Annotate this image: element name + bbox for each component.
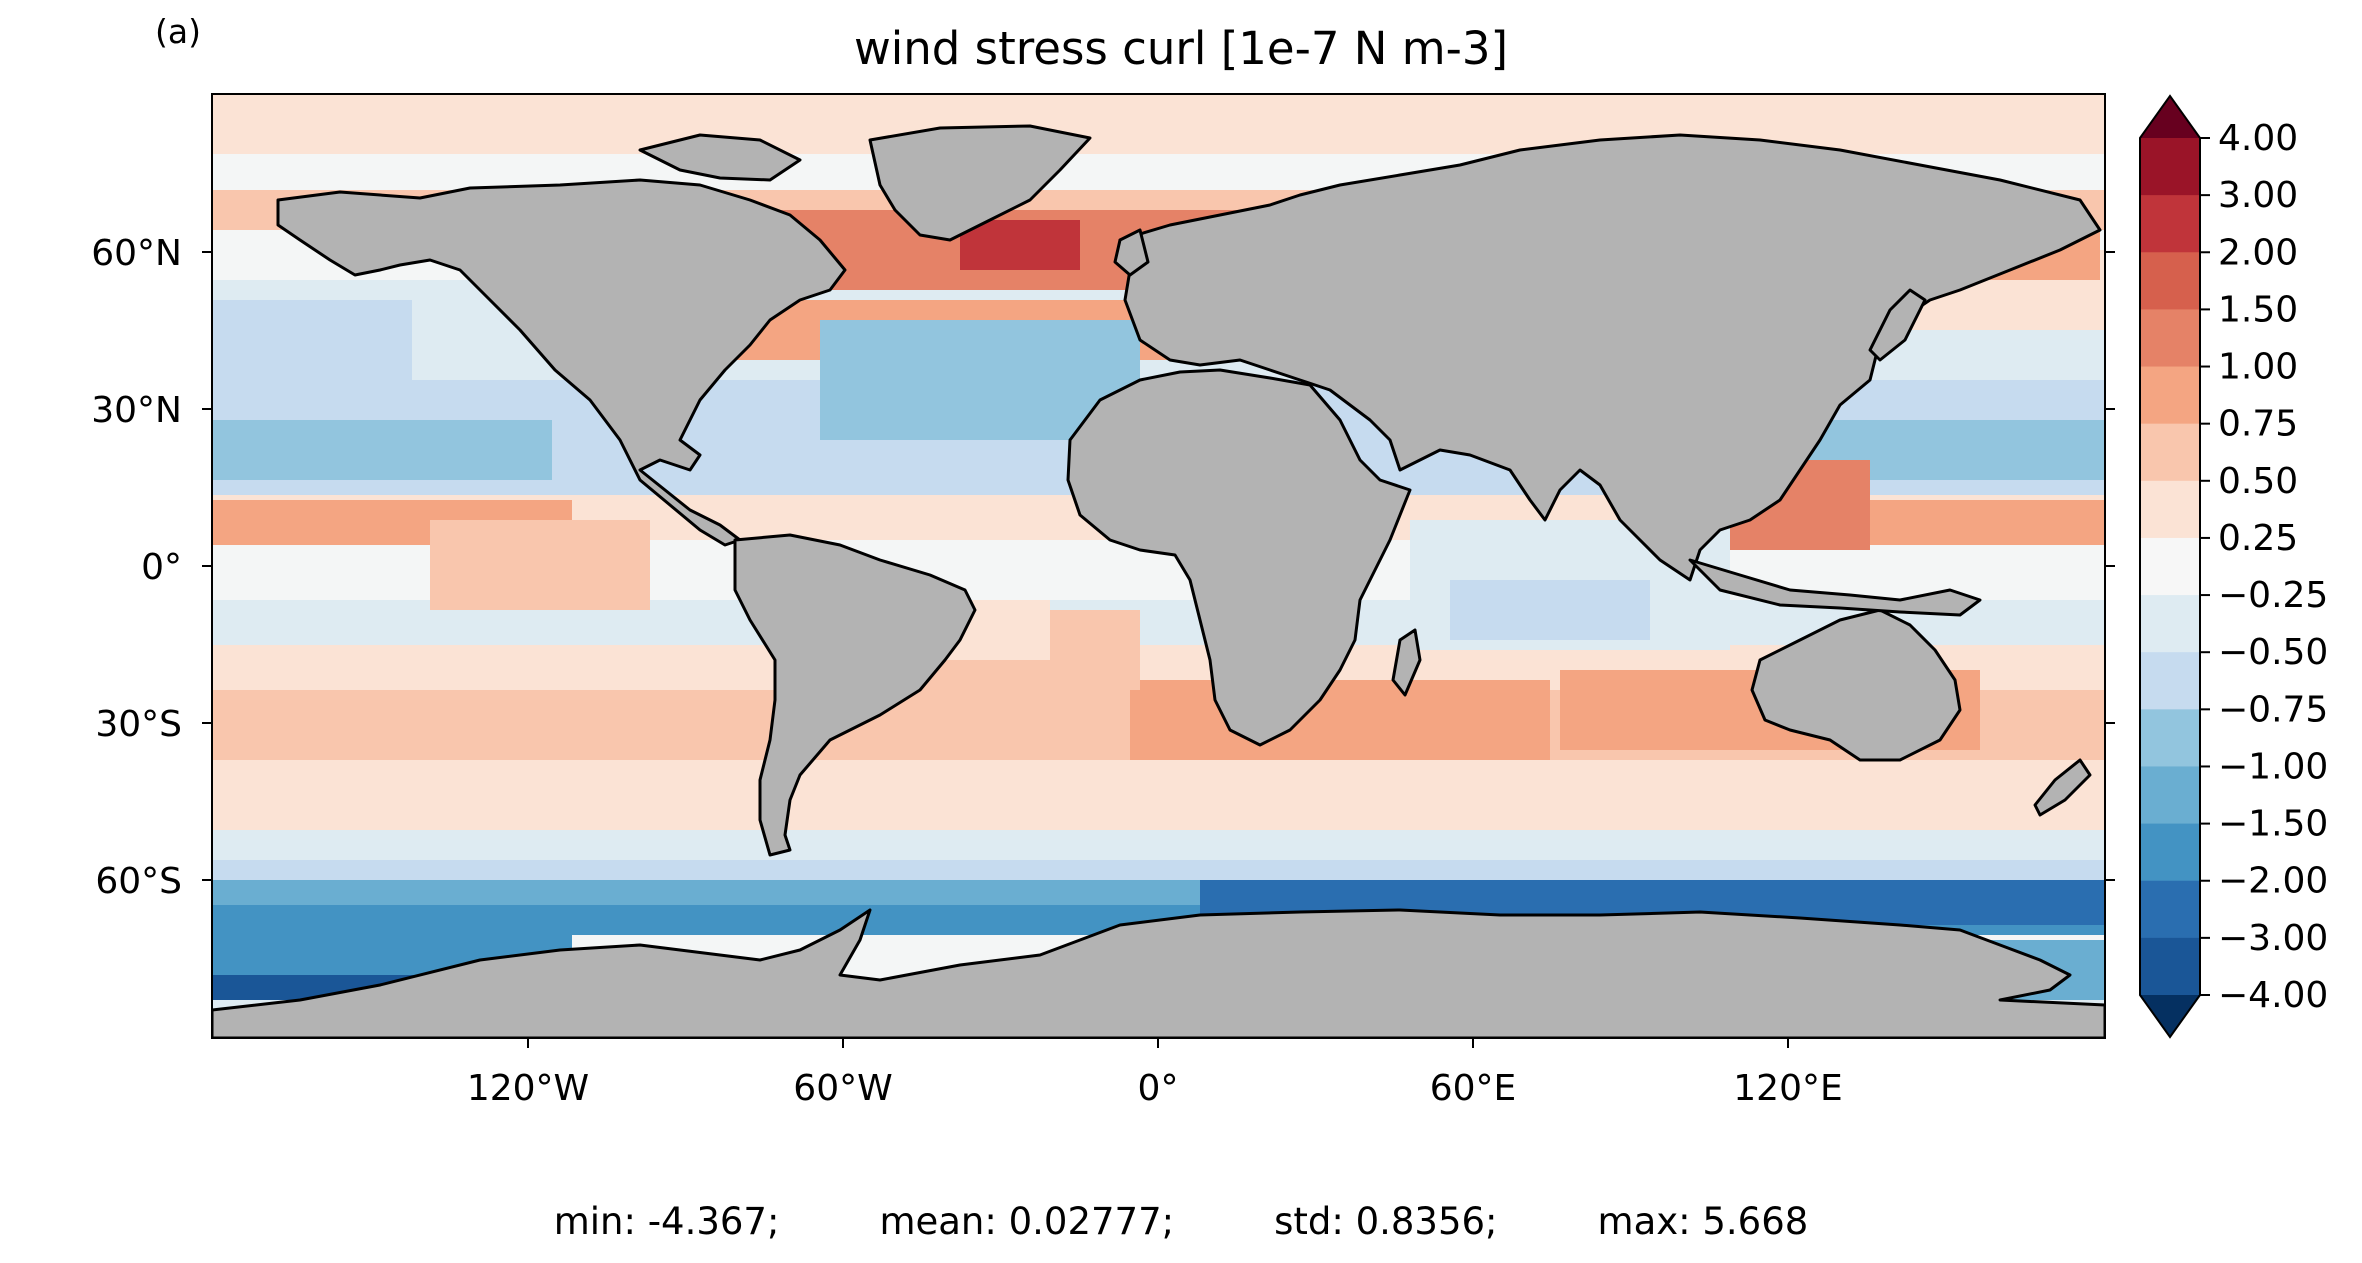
lon-tick-label: 120°W <box>467 1068 589 1109</box>
map-area <box>212 94 2105 1038</box>
colorbar-tick-label: 1.50 <box>2218 289 2298 330</box>
colorbar-tick-label: −0.75 <box>2218 689 2328 730</box>
lon-tick-label: 0° <box>1138 1068 1179 1109</box>
colorbar-tick-label: 3.00 <box>2218 175 2298 216</box>
colorbar-segment <box>2140 937 2200 996</box>
lat-axis <box>202 251 2115 881</box>
colorbar-tick-label: 4.00 <box>2218 118 2298 159</box>
colorbar-extend-max <box>2140 96 2200 138</box>
uk <box>1113 228 1150 277</box>
lat-tick-label: 60°S <box>95 861 182 902</box>
stat-max: max: 5.668 <box>1597 1200 1809 1243</box>
colorbar-tick-label: −4.00 <box>2218 975 2328 1016</box>
colorbar-segment <box>2140 652 2200 710</box>
lon-tick-label: 60°W <box>793 1068 892 1109</box>
stat-min: min: -4.367; <box>553 1200 780 1243</box>
indonesia <box>1688 558 1982 617</box>
colorbar-tick-label: −0.25 <box>2218 575 2328 616</box>
colorbar-tick-label: −0.50 <box>2218 632 2328 673</box>
lat-tick-label: 30°S <box>95 704 182 745</box>
south-america <box>733 533 977 857</box>
lon-tick-label: 60°E <box>1430 1068 1517 1109</box>
colorbar-segment <box>2140 480 2200 539</box>
colorbar-segment <box>2140 423 2200 482</box>
antarctica <box>212 908 2105 1038</box>
japan <box>1868 288 1927 362</box>
colorbar-segment <box>2140 138 2200 196</box>
land <box>212 124 2105 1038</box>
lon-tick-labels: 120°W 60°W 0° 60°E 120°E <box>467 1068 1843 1109</box>
canadian-archipelago <box>638 133 802 182</box>
colorbar-tick-label: −1.00 <box>2218 746 2328 787</box>
colorbar-tick-label: 0.25 <box>2218 518 2298 559</box>
australia <box>1750 608 1962 762</box>
panel-label: (a) <box>155 12 201 51</box>
colorbar-segment <box>2140 880 2200 939</box>
stats-line: min: -4.367; mean: 0.02777; std: 0.8356; ma… <box>0 1200 2362 1243</box>
colorbar-tick-label: −3.00 <box>2218 918 2328 959</box>
colorbar-segment <box>2140 309 2200 368</box>
lat-tick-label: 60°N <box>91 233 182 274</box>
colorbar-segment <box>2140 252 2200 310</box>
colorbar-segment <box>2140 595 2200 653</box>
stat-std: std: 0.8356; <box>1274 1200 1498 1243</box>
colorbar-tick-label: 2.00 <box>2218 232 2298 273</box>
new-zealand <box>2033 758 2092 817</box>
north-america <box>276 178 847 547</box>
colorbar: 4.00 3.00 2.00 1.50 1.00 0.75 0.50 0.25 −0.25 −0.… <box>2139 94 2328 1039</box>
madagascar <box>1391 628 1422 697</box>
lat-tick-label: 0° <box>141 547 182 588</box>
greenland <box>868 124 1092 242</box>
lon-tick-label: 120°E <box>1733 1068 1842 1109</box>
colorbar-segment <box>2140 709 2200 768</box>
colorbar-segment <box>2140 366 2200 425</box>
colorbar-tick-label: 0.75 <box>2218 404 2298 445</box>
stat-mean: mean: 0.02777; <box>879 1200 1175 1243</box>
colorbar-segment <box>2140 823 2200 882</box>
colorbar-segment <box>2140 766 2200 825</box>
eurasia <box>1118 133 2102 582</box>
colorbar-extend-min <box>2140 995 2200 1037</box>
colorbar-tick-label: 0.50 <box>2218 461 2298 502</box>
colorbar-tick-label: −1.50 <box>2218 804 2328 845</box>
lat-tick-label: 30°N <box>91 390 182 431</box>
africa <box>1066 368 1412 747</box>
colorbar-tick-label: 1.00 <box>2218 347 2298 388</box>
lat-tick-labels: 60°N 30°N 0° 30°S 60°S <box>91 233 182 902</box>
map-title: wind stress curl [1e-7 N m-3] <box>853 22 1509 75</box>
lon-axis <box>527 1038 1789 1048</box>
colorbar-tick-label: −2.00 <box>2218 861 2328 902</box>
colorbar-segment <box>2140 537 2200 596</box>
colorbar-segment <box>2140 195 2200 253</box>
